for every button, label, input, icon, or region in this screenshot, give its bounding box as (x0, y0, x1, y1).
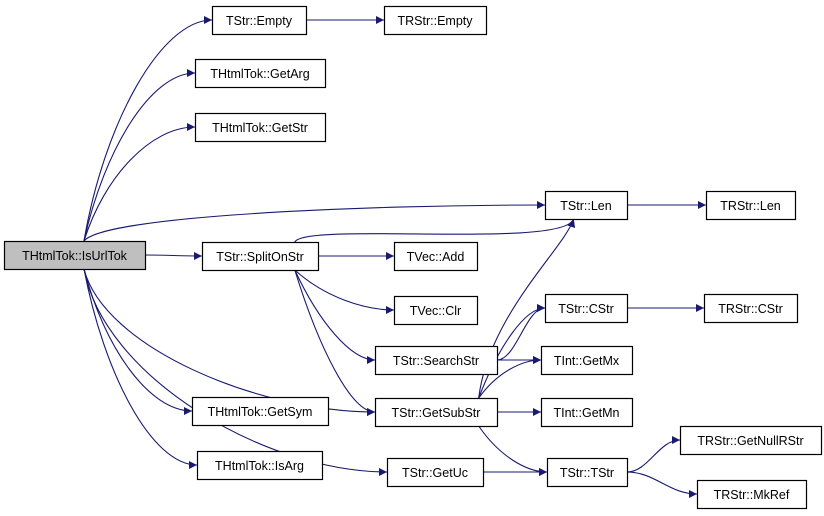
node-search[interactable]: TStr::SearchStr (374, 345, 499, 376)
node-label: TStr::TStr (560, 466, 614, 480)
node-rlen[interactable]: TRStr::Len (705, 190, 797, 221)
call-edge (83, 123, 196, 242)
node-nullr[interactable]: TRStr::GetNullRStr (679, 425, 823, 456)
node-box (374, 397, 499, 428)
node-label: TInt::GetMn (554, 406, 620, 420)
call-edge (83, 16, 213, 242)
node-box (194, 112, 327, 143)
call-edge (478, 356, 542, 399)
node-box (191, 396, 330, 427)
node-box (3, 240, 147, 271)
node-box (544, 293, 629, 324)
call-edge (83, 268, 198, 469)
node-rcstr[interactable]: TRStr::CStr (703, 293, 799, 324)
node-box (679, 425, 823, 456)
call-edge (626, 436, 681, 473)
call-edge (294, 269, 376, 364)
node-box (386, 457, 485, 488)
node-getmx[interactable]: TInt::GetMx (540, 345, 634, 376)
node-box (696, 479, 808, 510)
node-box (703, 293, 799, 324)
call-edge (83, 201, 546, 242)
node-box (393, 241, 479, 272)
call-edge (496, 304, 546, 361)
call-edge (626, 471, 698, 498)
node-label: TRStr::GetNullRStr (697, 434, 803, 448)
node-label: TVec::Clr (410, 304, 461, 318)
call-edge (294, 269, 395, 314)
node-getsym[interactable]: THtmlTok::GetSym (191, 396, 330, 427)
node-box (546, 457, 629, 488)
node-box (544, 190, 629, 221)
node-box (194, 58, 327, 89)
node-label: TStr::GetSubStr (392, 406, 481, 420)
call-edge (294, 269, 376, 416)
node-getuc[interactable]: TStr::GetUc (386, 457, 485, 488)
node-rempty[interactable]: TRStr::Empty (383, 5, 488, 36)
node-label: THtmlTok::GetSym (208, 405, 313, 419)
node-isurltok[interactable]: THtmlTok::IsUrlTok (3, 240, 147, 271)
node-label: TInt::GetMx (554, 354, 620, 368)
node-len[interactable]: TStr::Len (544, 190, 629, 221)
call-edge (294, 218, 575, 243)
node-label: THtmlTok::IsUrlTok (22, 249, 128, 263)
node-box (705, 190, 797, 221)
node-getarg[interactable]: THtmlTok::GetArg (194, 58, 327, 89)
node-box (196, 450, 324, 481)
node-empty[interactable]: TStr::Empty (211, 5, 308, 36)
node-label: THtmlTok::GetStr (212, 121, 308, 135)
node-isarg[interactable]: THtmlTok::IsArg (196, 450, 324, 481)
node-split[interactable]: TStr::SplitOnStr (201, 241, 320, 272)
call-edge (478, 304, 546, 399)
node-label: TStr::GetUc (402, 466, 468, 480)
node-box (201, 241, 320, 272)
node-label: TStr::Len (560, 199, 611, 213)
node-box (540, 345, 634, 376)
node-label: TVec::Add (407, 250, 465, 264)
node-box (393, 295, 479, 326)
node-label: THtmlTok::GetArg (210, 67, 309, 81)
node-box (374, 345, 499, 376)
node-box (383, 5, 488, 36)
node-cstr[interactable]: TStr::CStr (544, 293, 629, 324)
node-mkref[interactable]: TRStr::MkRef (696, 479, 808, 510)
node-substr[interactable]: TStr::GetSubStr (374, 397, 499, 428)
node-label: TRStr::Len (720, 199, 780, 213)
node-getstr[interactable]: THtmlTok::GetStr (194, 112, 327, 143)
node-label: TRStr::CStr (718, 302, 783, 316)
node-label: THtmlTok::IsArg (215, 459, 304, 473)
call-edge (144, 251, 203, 260)
node-label: TStr::SplitOnStr (216, 250, 304, 264)
node-tstr[interactable]: TStr::TStr (546, 457, 629, 488)
node-label: TStr::Empty (226, 14, 293, 28)
node-label: TRStr::MkRef (714, 488, 790, 502)
node-label: TRStr::Empty (397, 14, 473, 28)
call-edge (478, 425, 548, 476)
node-add[interactable]: TVec::Add (393, 241, 479, 272)
call-edge (83, 268, 376, 416)
call-edge (83, 268, 193, 415)
node-box (211, 5, 308, 36)
node-box (540, 397, 634, 428)
node-label: TStr::SearchStr (393, 354, 479, 368)
call-edge (83, 69, 196, 242)
node-getmn[interactable]: TInt::GetMn (540, 397, 634, 428)
node-clr[interactable]: TVec::Clr (393, 295, 479, 326)
node-label: TStr::CStr (558, 302, 614, 316)
